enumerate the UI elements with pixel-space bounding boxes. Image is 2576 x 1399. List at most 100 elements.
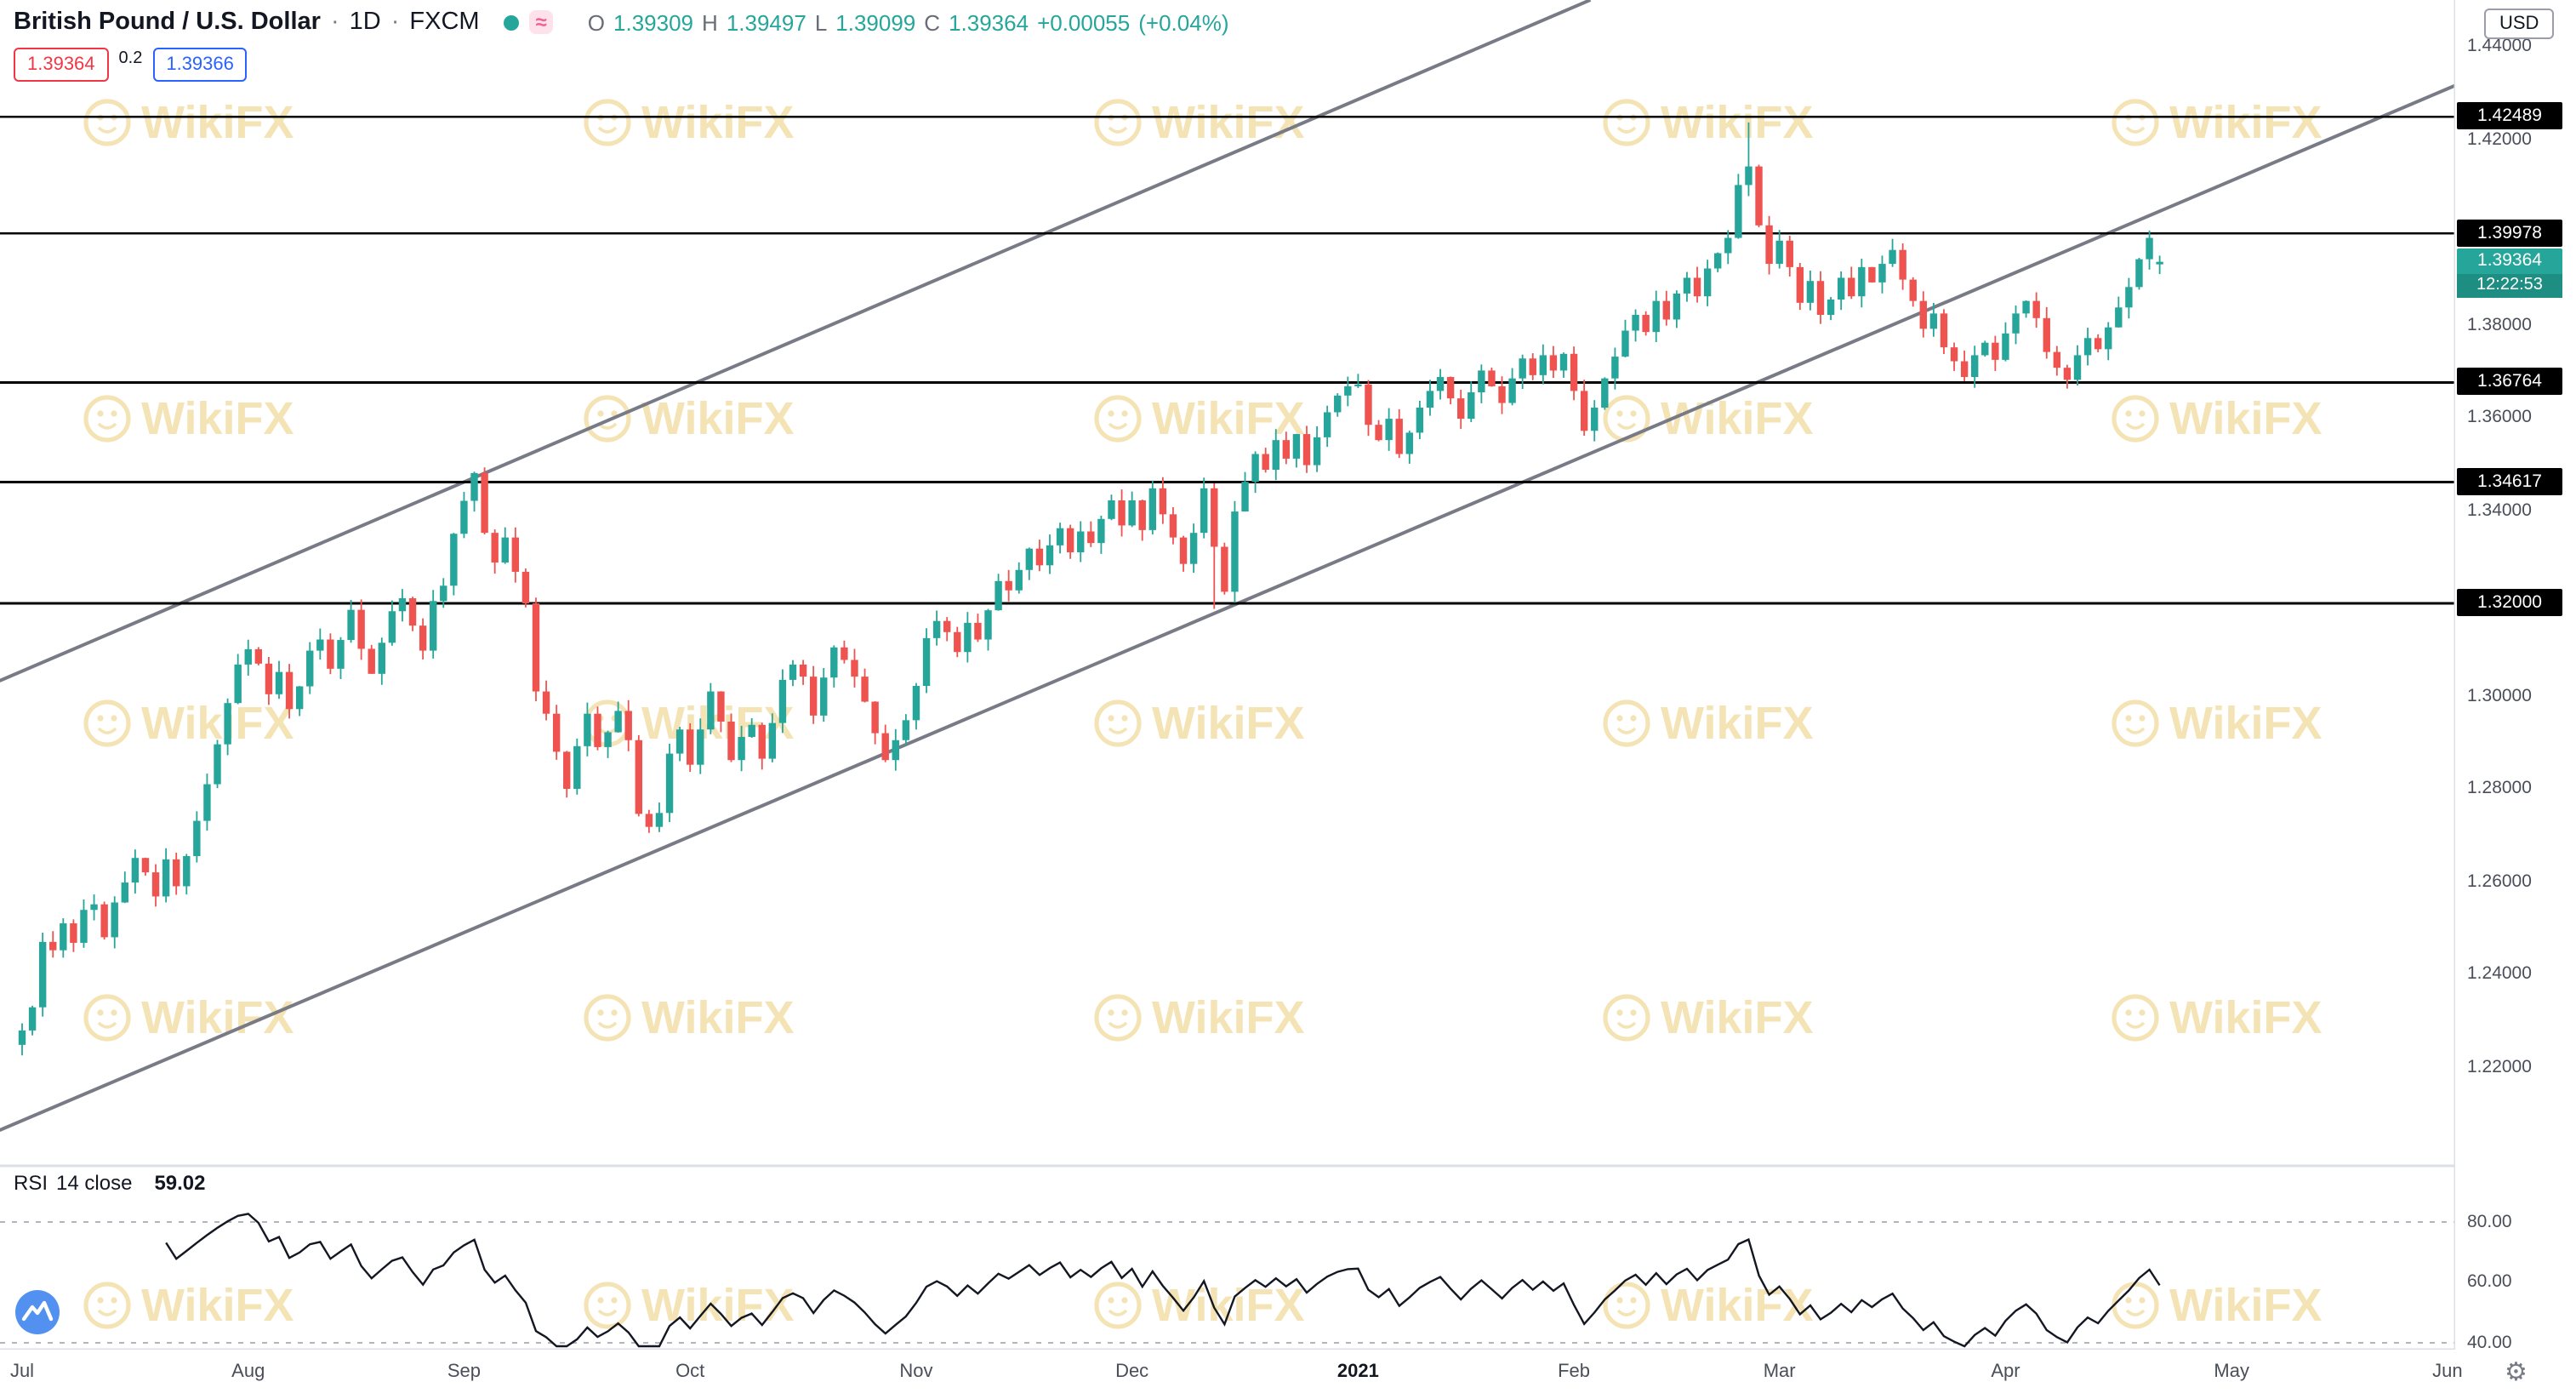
sell-button[interactable]: 1.39364	[14, 48, 109, 82]
spread-label: 0.2	[118, 49, 143, 68]
watermark: WikiFX	[584, 1280, 795, 1331]
time-tick: Mar	[1763, 1362, 1796, 1382]
watermark: WikiFX	[83, 1280, 294, 1331]
open-value: 1.39309	[613, 9, 694, 35]
watermark: WikiFX	[1603, 992, 1814, 1043]
price-level-badge: 1.36764	[2457, 368, 2562, 396]
watermark: WikiFX	[83, 97, 294, 148]
svg-text:WikiFX: WikiFX	[641, 97, 795, 148]
change-percent: (+0.04%)	[1138, 9, 1229, 35]
chart-legend: British Pound / U.S. Dollar · 1D · FXCM …	[14, 9, 1229, 82]
watermark: WikiFX	[2112, 97, 2322, 148]
svg-text:WikiFX: WikiFX	[1152, 97, 1305, 148]
watermark: WikiFX	[1603, 97, 1814, 148]
trend-channel[interactable]	[0, 0, 2456, 1132]
price-tick: 1.26000	[2467, 871, 2532, 891]
price-level-badge: 1.39978	[2457, 219, 2562, 247]
price-tick: 1.44000	[2467, 36, 2532, 56]
svg-text:WikiFX: WikiFX	[641, 992, 795, 1043]
time-tick: Feb	[1558, 1362, 1591, 1382]
svg-text:WikiFX: WikiFX	[1152, 393, 1305, 444]
price-level-badge: 1.34617	[2457, 467, 2562, 495]
buy-button[interactable]: 1.39366	[152, 48, 248, 82]
svg-text:WikiFX: WikiFX	[641, 393, 795, 444]
market-status-icon[interactable]	[503, 14, 519, 30]
bar-countdown: 12:22:53	[2457, 273, 2562, 298]
price-level-badge: 1.32000	[2457, 589, 2562, 616]
watermark: WikiFX	[584, 97, 795, 148]
ohlc-values: O 1.39309 H 1.39497 L 1.39099 C 1.39364 +0.0…	[588, 9, 1229, 35]
price-tick: 1.38000	[2467, 314, 2532, 334]
price-axis[interactable]: 1.44000 1.42000 1.38000 1.36000 1.34000 1.300…	[2455, 0, 2576, 1352]
chart-logo-icon[interactable]	[14, 1288, 61, 1345]
svg-text:WikiFX: WikiFX	[1152, 1280, 1305, 1331]
svg-text:WikiFX: WikiFX	[141, 1280, 294, 1331]
close-label: C	[924, 9, 941, 35]
time-tick: Sep	[447, 1362, 481, 1382]
watermark: WikiFX	[2112, 698, 2322, 749]
current-price-badge: 1.39364 12:22:53	[2457, 248, 2562, 298]
rsi-params: 14 close	[56, 1171, 133, 1195]
price-tick: 1.28000	[2467, 778, 2532, 798]
rsi-tick: 60.00	[2467, 1271, 2512, 1292]
svg-text:WikiFX: WikiFX	[141, 97, 294, 148]
svg-text:WikiFX: WikiFX	[1661, 393, 1814, 444]
svg-text:WikiFX: WikiFX	[1152, 698, 1305, 749]
data-mode-icon[interactable]: ≈	[528, 10, 554, 34]
watermark: WikiFX	[2112, 1280, 2322, 1331]
svg-text:WikiFX: WikiFX	[1661, 1280, 1814, 1331]
watermark: WikiFX	[584, 992, 795, 1043]
price-tick: 1.36000	[2467, 407, 2532, 427]
time-tick: Oct	[675, 1362, 705, 1382]
watermark: WikiFX	[1094, 97, 1305, 148]
time-axis[interactable]: ⚙ Jul Aug Sep Oct Nov Dec 2021 Feb Mar Apr May Jun	[0, 1350, 2576, 1399]
svg-text:WikiFX: WikiFX	[1661, 97, 1814, 148]
rsi-tick: 40.00	[2467, 1332, 2512, 1352]
rsi-legend[interactable]: RSI 14 close 59.02	[14, 1171, 206, 1195]
exchange-label[interactable]: FXCM	[409, 9, 480, 36]
watermark: WikiFX	[2112, 992, 2322, 1043]
low-value: 1.39099	[835, 9, 916, 35]
rsi-value: 59.02	[154, 1171, 206, 1195]
time-tick: Jul	[9, 1362, 35, 1382]
symbol-title[interactable]: British Pound / U.S. Dollar	[14, 9, 321, 36]
watermark: WikiFX	[1094, 1280, 1305, 1331]
open-label: O	[587, 9, 606, 35]
watermark: WikiFX	[2112, 393, 2322, 444]
watermark: WikiFX	[584, 393, 795, 444]
time-tick: May	[2214, 1362, 2249, 1382]
high-value: 1.39497	[726, 9, 806, 35]
time-tick: Aug	[231, 1362, 265, 1382]
trend-channel-line[interactable]	[0, 0, 1592, 682]
rsi-line[interactable]	[165, 1213, 2161, 1348]
settings-gear-icon[interactable]: ⚙	[2505, 1358, 2528, 1387]
price-tick: 1.30000	[2467, 685, 2532, 705]
change-value: +0.00055	[1037, 9, 1131, 35]
trend-channel-line[interactable]	[0, 83, 2456, 1132]
watermark: WikiFX	[83, 698, 294, 749]
price-tick: 1.42000	[2467, 128, 2532, 149]
time-tick: Nov	[899, 1362, 933, 1382]
price-tick: 1.22000	[2467, 1056, 2532, 1076]
svg-text:WikiFX: WikiFX	[641, 1280, 795, 1331]
rsi-title: RSI	[14, 1171, 48, 1195]
rsi-tick: 80.00	[2467, 1211, 2512, 1231]
watermark: WikiFX	[1094, 992, 1305, 1043]
price-level-badge: 1.42489	[2457, 102, 2562, 130]
svg-text:WikiFX: WikiFX	[2169, 698, 2322, 749]
separator: ·	[330, 9, 339, 36]
high-label: H	[702, 9, 718, 35]
watermark: WikiFX	[1603, 698, 1814, 749]
price-tick: 1.24000	[2467, 963, 2532, 984]
svg-text:WikiFX: WikiFX	[2169, 992, 2322, 1043]
separator: ·	[390, 9, 400, 36]
time-tick: Apr	[1991, 1362, 2020, 1382]
interval-label[interactable]: 1D	[349, 9, 381, 36]
low-label: L	[814, 9, 828, 35]
svg-text:WikiFX: WikiFX	[2169, 1280, 2322, 1331]
watermark: WikiFX	[1603, 393, 1814, 444]
current-price-value: 1.39364	[2477, 250, 2542, 271]
currency-button[interactable]: USD	[2484, 9, 2555, 39]
